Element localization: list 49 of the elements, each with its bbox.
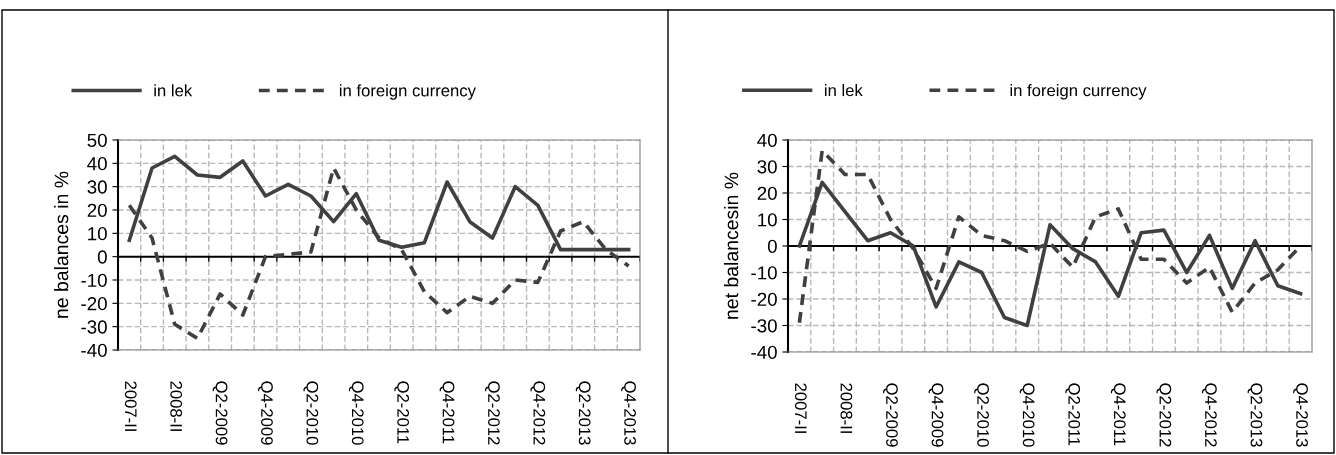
x-tick-label: Q4-2013: [621, 381, 636, 445]
x-tick-label: 2007-II: [794, 383, 807, 433]
y-tick-label: -30: [751, 319, 777, 333]
y-axis-title: ne balances in %: [54, 171, 69, 318]
y-tick-label: -40: [81, 343, 107, 357]
x-tick-label: Q2-2011: [394, 381, 410, 444]
x-tick-label: Q2-2011: [1065, 383, 1081, 446]
x-tick-label: Q2-2009: [212, 381, 228, 445]
x-tick-label: Q4-2013: [1293, 383, 1308, 447]
x-tick-label: Q4-2010: [348, 381, 364, 445]
x-tick-label: Q2-2013: [1247, 383, 1263, 447]
y-tick-label: 50: [87, 133, 107, 147]
y-tick-label: 10: [88, 227, 107, 241]
y-tick-label: -40: [751, 345, 777, 359]
x-tick-label: Q4-2009: [928, 383, 944, 447]
y-axis-title: net balancesin %: [724, 172, 739, 319]
y-tick-label: 0: [97, 250, 107, 264]
x-tick-label: 2008-II: [840, 383, 853, 433]
x-tick-label: Q2-2012: [485, 381, 500, 445]
legend-label: in foreign currency: [1010, 84, 1147, 100]
x-tick-label: Q4-2012: [530, 381, 546, 445]
x-tick-label: Q4-2011: [439, 381, 455, 444]
x-tick-label: Q2-2012: [1156, 383, 1172, 447]
y-tick-label: 20: [757, 186, 777, 200]
y-tick-label: -10: [81, 273, 107, 287]
y-tick-label: 0: [767, 239, 777, 253]
y-tick-label: 30: [757, 160, 777, 174]
legend-label: in lek: [824, 84, 863, 97]
x-tick-label: 2008-II: [170, 381, 183, 431]
x-tick-label: Q4-2010: [1019, 383, 1035, 447]
x-tick-label: Q2-2009: [883, 383, 898, 447]
y-tick-label: 30: [87, 180, 107, 194]
y-tick-label: -30: [81, 320, 107, 334]
y-tick-label: 40: [757, 133, 777, 147]
x-tick-label: Q2-2010: [974, 383, 989, 447]
x-tick-label: Q2-2010: [303, 381, 319, 445]
x-tick-label: 2007-II: [124, 381, 137, 431]
y-tick-label: -20: [81, 297, 107, 311]
y-tick-label: 40: [87, 157, 107, 171]
x-tick-label: Q2-2013: [575, 381, 591, 445]
x-tick-label: Q4-2012: [1202, 383, 1217, 447]
legend-label: in lek: [154, 84, 193, 97]
y-tick-label: -20: [751, 292, 777, 306]
y-tick-label: 10: [758, 213, 777, 227]
legend-label: in foreign currency: [339, 84, 476, 100]
y-tick-label: 20: [87, 203, 107, 217]
y-tick-label: -10: [751, 266, 777, 280]
x-tick-label: Q4-2011: [1110, 383, 1126, 446]
x-tick-label: Q4-2009: [258, 381, 273, 445]
